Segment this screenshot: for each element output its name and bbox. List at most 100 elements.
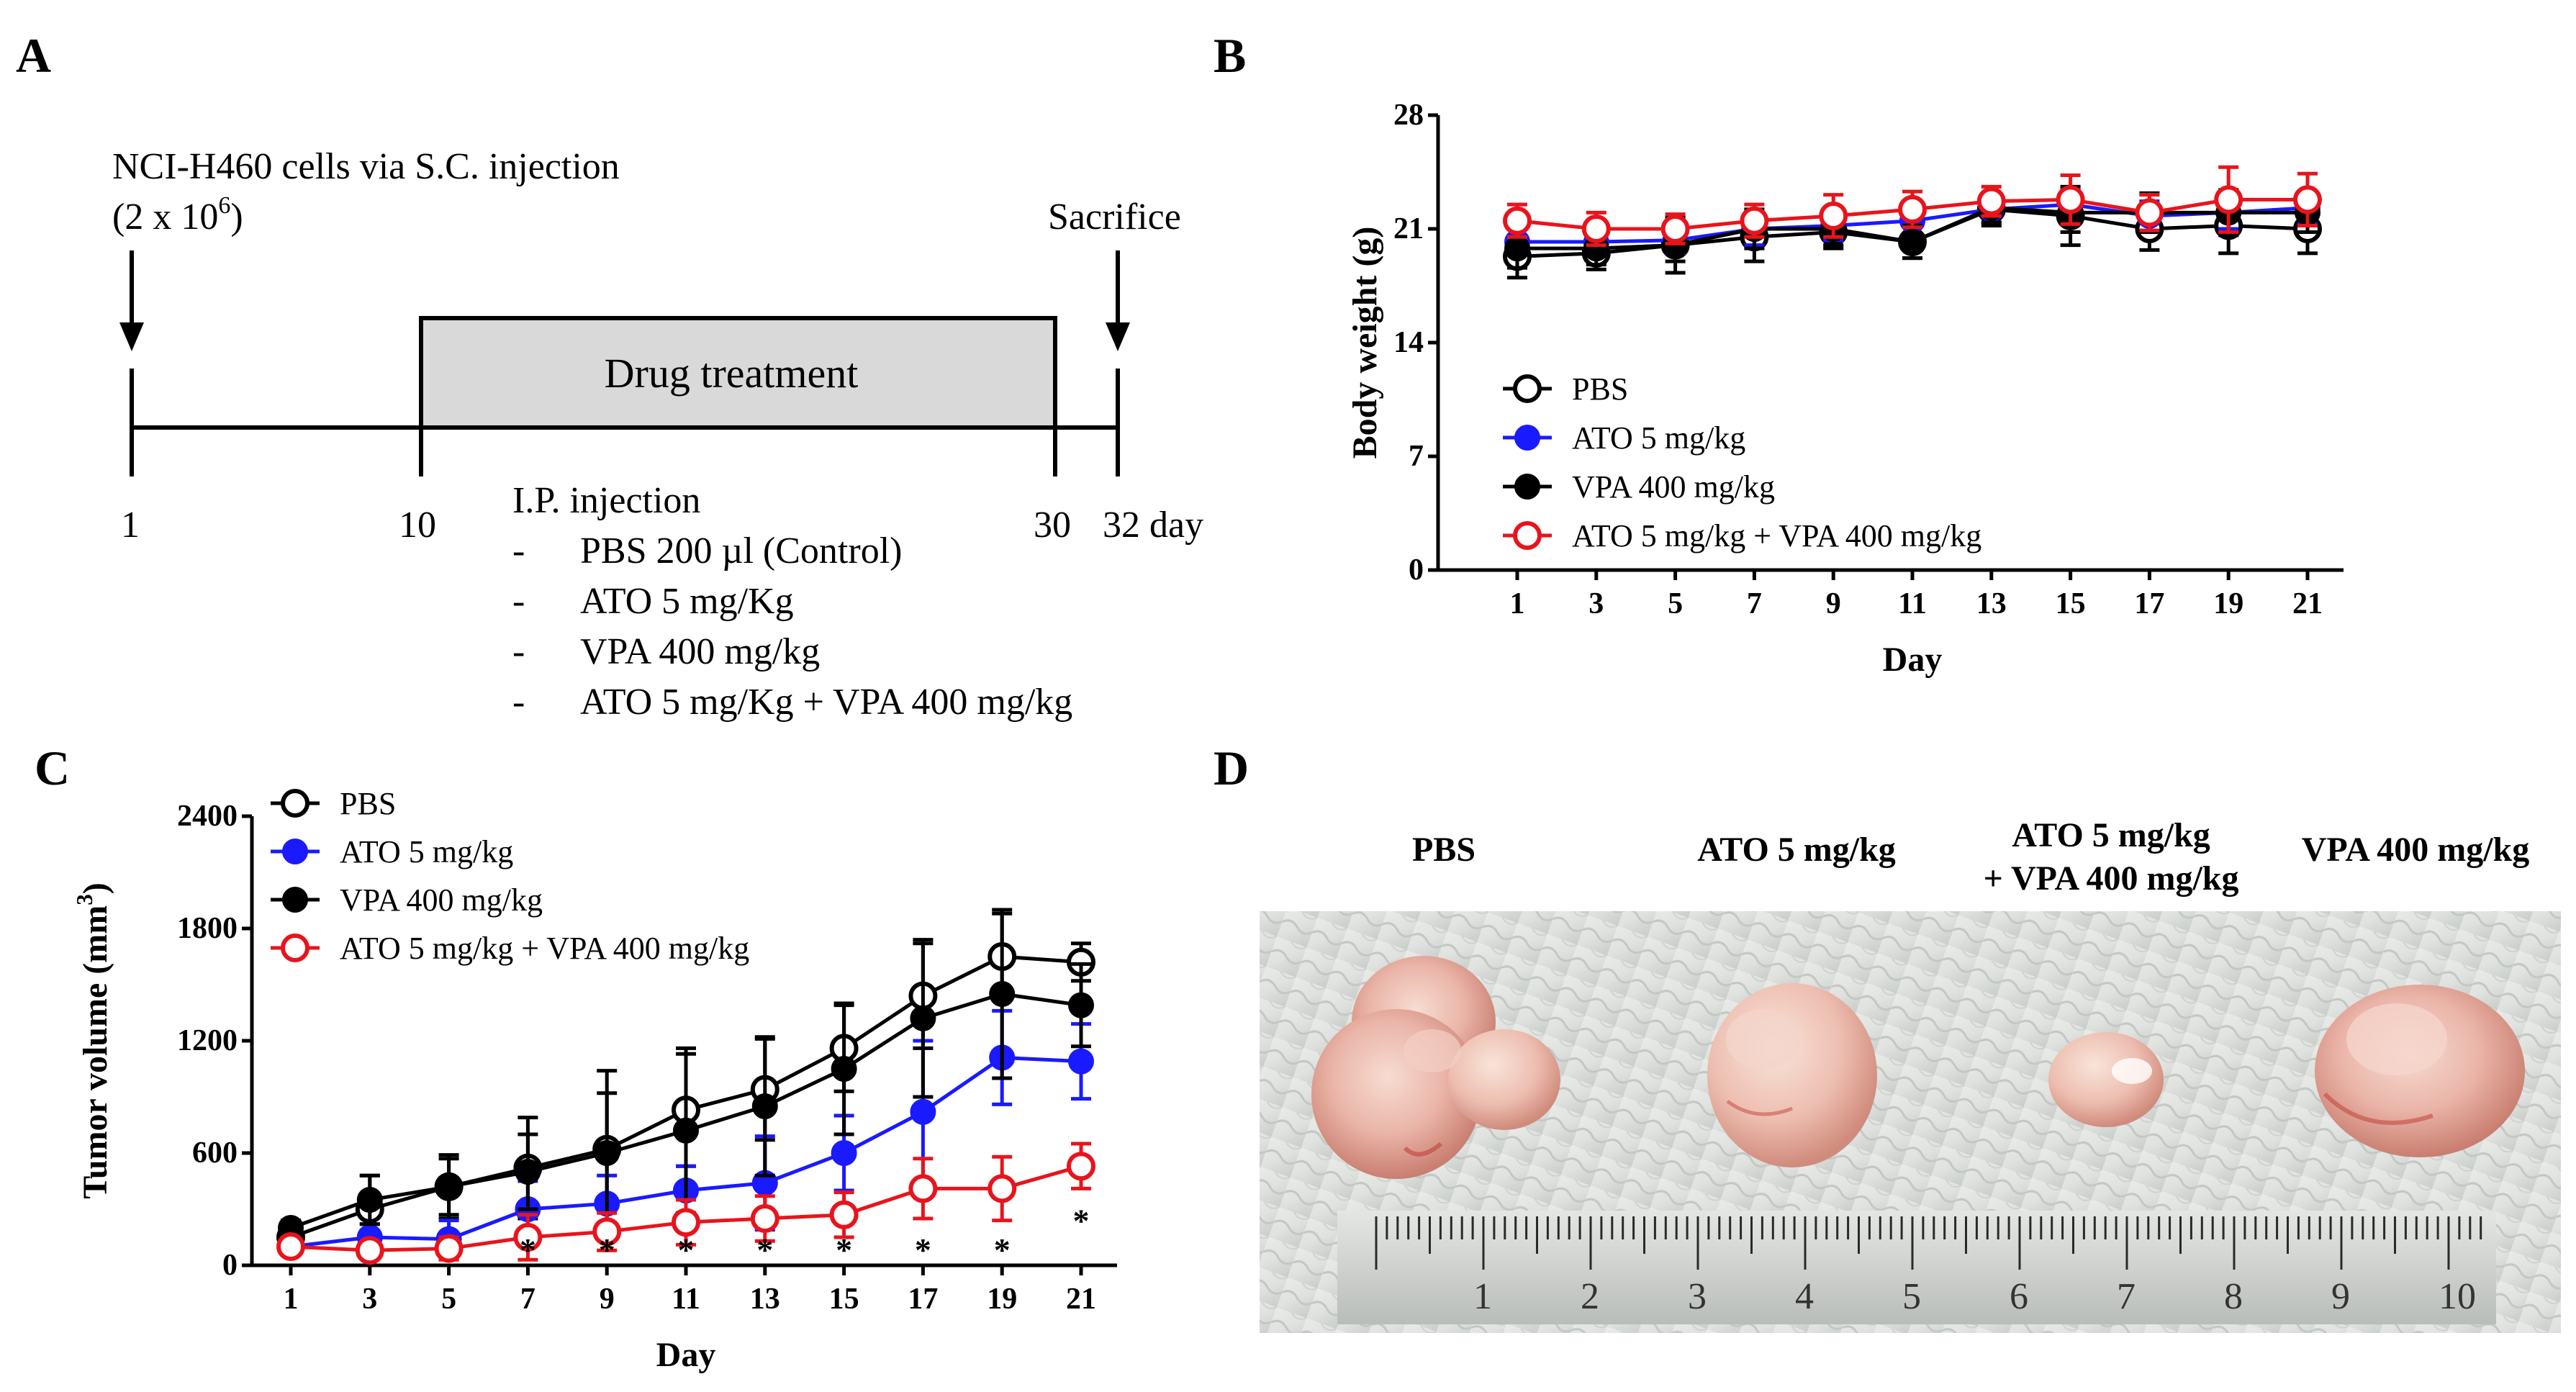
y-axis-label-close: ) — [76, 882, 114, 894]
treatment-dash: - — [512, 581, 525, 622]
legend-entry: ATO 5 mg/kg + VPA 400 mg/kg — [271, 931, 749, 966]
x-tick-label: 9 — [600, 1283, 615, 1316]
tumor-ato — [1707, 983, 1877, 1167]
data-point — [1740, 206, 1769, 235]
data-point — [1581, 214, 1611, 243]
significance-marker: * — [599, 1231, 615, 1268]
x-tick-label: 3 — [1588, 587, 1604, 620]
drug-treatment-box — [419, 316, 1057, 430]
significance-marker: * — [520, 1231, 536, 1268]
data-point — [435, 1173, 462, 1200]
panel-a-timeline: A NCI-H460 cells via S.C. injection (2 x… — [16, 28, 1203, 723]
data-point — [515, 1159, 541, 1185]
x-tick-label: 17 — [2134, 587, 2164, 620]
ruler-ticks — [1375, 1216, 2482, 1270]
data-point — [751, 1093, 778, 1119]
treatment-item: PBS 200 µl (Control) — [580, 530, 902, 571]
ruler: 1 2 3 4 5 6 7 8 9 10 — [1337, 1211, 2496, 1324]
data-point — [908, 1174, 938, 1203]
ruler-number: 10 — [2439, 1276, 2476, 1317]
sacrifice-arrowhead — [1106, 322, 1130, 351]
ruler-number: 1 — [1473, 1276, 1492, 1317]
drug-treatment-label: Drug treatment — [605, 350, 859, 397]
x-tick-label: 15 — [2056, 587, 2086, 620]
significance-marker: * — [836, 1231, 852, 1268]
legend-marker — [281, 789, 309, 818]
legend-label: ATO 5 mg/kg — [1572, 420, 1745, 456]
data-point — [1660, 214, 1690, 243]
y-tick-label: 1800 — [177, 912, 238, 945]
x-tick-label: 9 — [1826, 587, 1841, 620]
significance-marker: * — [915, 1231, 931, 1268]
significance-marker: * — [756, 1231, 773, 1268]
sacrifice-text: Sacrifice — [1048, 196, 1181, 238]
legend-marker — [1513, 374, 1542, 403]
data-point — [434, 1234, 464, 1263]
y-tick-label: 2400 — [177, 800, 238, 833]
y-tick-label: 600 — [192, 1136, 238, 1170]
photo-label-combo-line2: + VPA 400 mg/kg — [1984, 859, 2239, 898]
legend-marker — [281, 934, 309, 962]
tumor-pbs — [1311, 956, 1560, 1179]
significance-marker: * — [678, 1231, 695, 1268]
significance-marker: * — [1073, 1202, 1090, 1239]
data-point — [910, 1005, 936, 1031]
data-point — [672, 1208, 700, 1237]
y-tick-label: 0 — [1409, 553, 1424, 587]
legend-entry: PBS — [1503, 371, 1628, 407]
tumor-photograph: 1 2 3 4 5 6 7 8 9 10 — [1260, 911, 2561, 1333]
data-point — [594, 1140, 620, 1166]
data-point — [989, 981, 1016, 1007]
photo-label-vpa: VPA 400 mg/kg — [2302, 831, 2529, 869]
legend-label: PBS — [340, 786, 396, 821]
x-tick-label: 3 — [362, 1283, 377, 1316]
ruler-body — [1337, 1211, 2496, 1324]
data-point — [1819, 201, 1848, 230]
y-tick-label: 28 — [1393, 99, 1424, 132]
ruler-number: 4 — [1795, 1276, 1814, 1317]
tick-label-32-day: 32 day — [1103, 505, 1203, 546]
tumor-combination — [2048, 1032, 2164, 1127]
series-2 — [278, 908, 1094, 1241]
legend-marker — [282, 887, 308, 913]
ruler-number: 6 — [2010, 1276, 2028, 1317]
legend-label: VPA 400 mg/kg — [340, 882, 543, 918]
y-axis-label-text: Tumor volume (mm — [76, 905, 114, 1199]
tick-label-10: 10 — [399, 505, 436, 546]
data-point — [2056, 185, 2085, 214]
data-point — [1067, 1152, 1095, 1181]
data-point — [988, 1174, 1017, 1203]
x-tick-label: 11 — [672, 1283, 700, 1316]
legend-entry: ATO 5 mg/kg + VPA 400 mg/kg — [1503, 518, 1981, 553]
ruler-number: 9 — [2331, 1276, 2350, 1317]
x-tick-label: 21 — [1066, 1283, 1096, 1316]
legend-label: ATO 5 mg/kg + VPA 400 mg/kg — [1572, 518, 1981, 553]
photo-label-ato: ATO 5 mg/kg — [1697, 831, 1896, 869]
data-point — [355, 1236, 384, 1265]
photo-label-combo-line1: ATO 5 mg/kg — [2012, 816, 2210, 854]
x-tick-label: 7 — [520, 1283, 535, 1316]
ruler-number: 5 — [1902, 1276, 1921, 1317]
photo-label-pbs: PBS — [1412, 831, 1475, 869]
ip-injection-title: I.P. injection — [512, 480, 700, 521]
tumor-vpa — [2315, 985, 2525, 1157]
significance-marker: * — [994, 1231, 1011, 1268]
treatment-item: VPA 400 mg/kg — [580, 631, 820, 672]
data-point — [276, 1232, 305, 1261]
legend-label: PBS — [1572, 371, 1628, 407]
cells-count-text: (2 x 106) — [112, 192, 243, 238]
treatment-dash: - — [512, 682, 525, 723]
data-point — [2214, 185, 2243, 214]
y-tick-label: 21 — [1393, 212, 1424, 245]
y-tick-label: 1200 — [177, 1024, 238, 1057]
series-3 — [276, 1142, 1095, 1265]
x-tick-label: 19 — [987, 1283, 1017, 1316]
panel-label-d: D — [1214, 741, 1249, 795]
injection-arrowhead — [119, 322, 144, 351]
data-point — [1899, 229, 1925, 256]
y-tick-label: 7 — [1409, 440, 1424, 473]
data-point — [2135, 198, 2164, 227]
